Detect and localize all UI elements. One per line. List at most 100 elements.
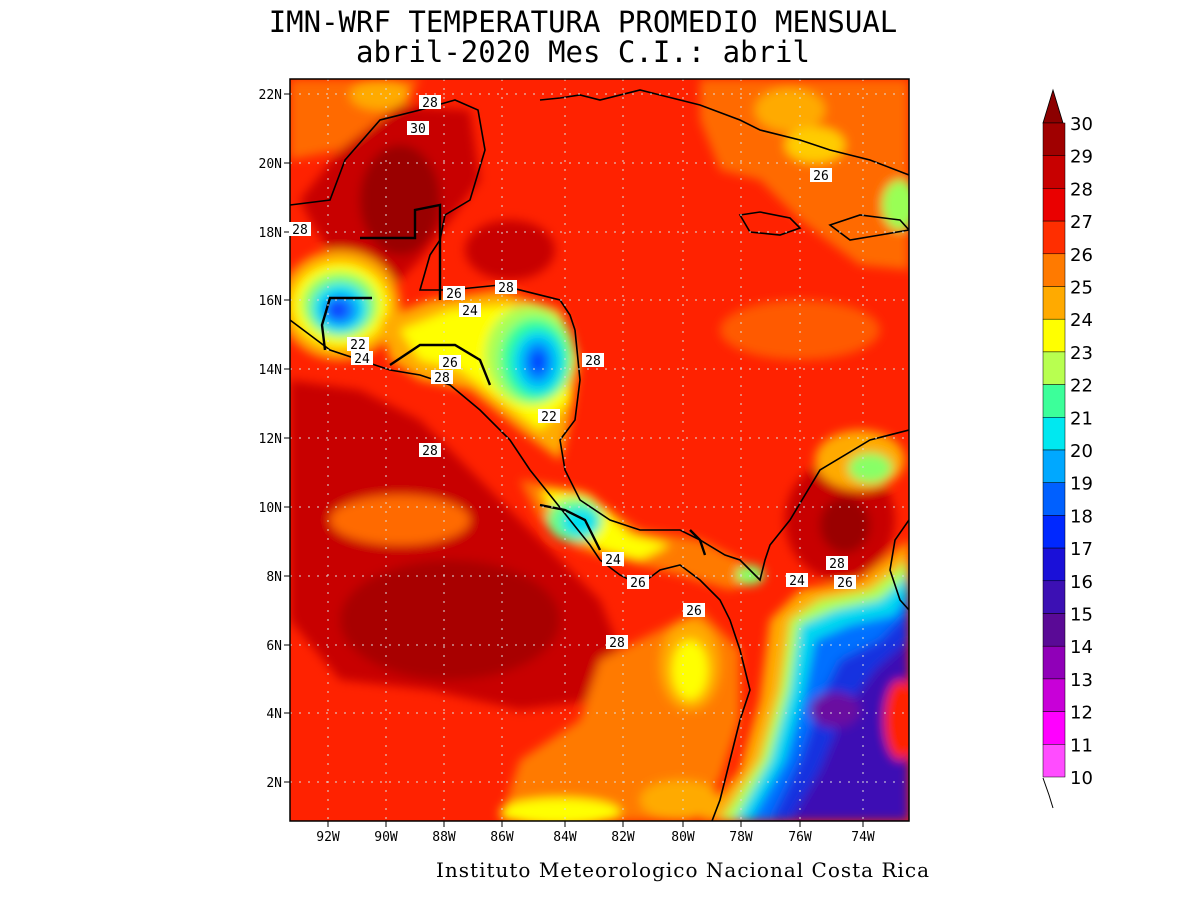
colorbar-swatch	[1042, 515, 1066, 549]
colorbar-label: 30	[1070, 114, 1093, 135]
colorbar-label: 23	[1070, 343, 1093, 364]
lon-label: 74W	[851, 830, 875, 845]
svg-text:24: 24	[605, 553, 621, 568]
contour-labels: 28 30 26 28 28 26 24 28 22 24 26 28 22 2…	[289, 95, 856, 651]
credit-text: Instituto Meteorologico Nacional Costa R…	[436, 858, 931, 882]
colorbar-swatch	[1042, 547, 1066, 582]
colorbar-swatch	[1042, 613, 1066, 647]
colorbar-label: 21	[1070, 408, 1093, 429]
lon-label: 84W	[553, 830, 577, 845]
lon-label: 88W	[432, 830, 456, 845]
colorbar-label: 22	[1070, 376, 1093, 397]
svg-text:26: 26	[837, 576, 853, 591]
svg-text:22: 22	[541, 410, 557, 425]
contour-label: 22	[538, 409, 560, 425]
svg-text:24: 24	[462, 304, 478, 319]
colorbar-label: 24	[1070, 310, 1093, 331]
contour-label: 24	[459, 303, 481, 319]
colorbar-swatch	[1042, 482, 1066, 516]
svg-text:28: 28	[498, 281, 514, 296]
colorbar-swatch	[1042, 384, 1066, 418]
colorbar-label: 11	[1070, 735, 1093, 756]
contour-label: 26	[834, 575, 856, 591]
colorbar-label: 17	[1070, 539, 1093, 560]
lon-label: 80W	[671, 830, 695, 845]
contour-label: 26	[443, 286, 465, 302]
contour-label: 24	[786, 573, 808, 589]
lat-label: 6N	[266, 639, 282, 654]
svg-text:28: 28	[434, 371, 450, 386]
colorbar-swatch	[1042, 744, 1066, 778]
contour-label: 22	[347, 337, 369, 353]
colorbar-label: 10	[1070, 768, 1093, 789]
colorbar-label: 29	[1070, 147, 1093, 168]
lon-label: 82W	[611, 830, 635, 845]
svg-text:26: 26	[630, 576, 646, 591]
colorbar-swatch	[1042, 122, 1066, 156]
colorbar-label: 13	[1070, 670, 1093, 691]
contour-label: 28	[431, 370, 453, 386]
svg-text:26: 26	[446, 287, 462, 302]
latitude-axis: 22N 20N 18N 16N 14N 12N 10N 8N 6N 4N 2N	[259, 88, 290, 791]
colorbar: 30 29 28 27 26 25 24 23 22 21 20 19 18 17 16 15 14 13 12 11…	[1042, 88, 1093, 809]
contour-label: 28	[289, 222, 311, 238]
temperature-field	[290, 79, 909, 821]
svg-text:28: 28	[422, 96, 438, 111]
colorbar-label: 16	[1070, 572, 1093, 593]
contour-label: 28	[495, 280, 517, 296]
svg-text:24: 24	[789, 574, 805, 589]
colorbar-label: 19	[1070, 474, 1093, 495]
lat-label: 22N	[259, 88, 282, 103]
lon-label: 90W	[374, 830, 398, 845]
colorbar-swatch	[1042, 286, 1066, 320]
colorbar-swatch	[1042, 155, 1066, 189]
colorbar-swatch	[1042, 645, 1066, 680]
contour-label: 26	[627, 575, 649, 591]
colorbar-label: 20	[1070, 441, 1093, 462]
contour-label: 26	[683, 603, 705, 619]
lon-label: 92W	[316, 830, 340, 845]
colorbar-swatch	[1042, 580, 1066, 614]
lat-label: 16N	[259, 294, 282, 309]
colorbar-label: 26	[1070, 245, 1093, 266]
colorbar-swatch	[1042, 711, 1066, 745]
colorbar-min-tail	[1042, 777, 1054, 809]
lat-label: 18N	[259, 226, 282, 241]
graticule	[290, 79, 909, 821]
contour-label: 24	[351, 351, 373, 367]
colorbar-swatch	[1042, 253, 1066, 287]
contour-label: 26	[810, 168, 832, 184]
lat-label: 20N	[259, 157, 282, 172]
colorbar-label: 12	[1070, 703, 1093, 724]
colorbar-label: 27	[1070, 212, 1093, 233]
colorbar-label: 14	[1070, 637, 1093, 658]
colorbar-label: 28	[1070, 179, 1093, 200]
contour-label: 30	[407, 121, 429, 137]
contour-label: 28	[419, 95, 441, 111]
colorbar-label: 18	[1070, 506, 1093, 527]
longitude-axis: 92W 90W 88W 86W 84W 82W 80W 78W 76W 74W	[316, 821, 875, 845]
lon-label: 78W	[729, 830, 753, 845]
svg-text:28: 28	[585, 354, 601, 369]
svg-text:28: 28	[292, 223, 308, 238]
map-subtitle: abril-2020 Mes C.I.: abril	[356, 35, 810, 69]
colorbar-swatch	[1042, 188, 1066, 222]
colorbar-swatch	[1042, 318, 1066, 353]
colorbar-label: 15	[1070, 605, 1093, 626]
lat-label: 8N	[266, 570, 282, 585]
colorbar-max-triangle	[1042, 88, 1064, 124]
lon-label: 86W	[490, 830, 514, 845]
colorbar-swatch	[1042, 351, 1066, 385]
svg-text:30: 30	[410, 122, 426, 137]
lat-label: 14N	[259, 363, 282, 378]
svg-text:26: 26	[442, 356, 458, 371]
lat-label: 12N	[259, 432, 282, 447]
svg-text:28: 28	[829, 557, 845, 572]
contour-label: 28	[582, 353, 604, 369]
lat-label: 10N	[259, 501, 282, 516]
map-frame	[289, 78, 910, 822]
contour-label: 28	[419, 443, 441, 459]
svg-text:28: 28	[422, 444, 438, 459]
lon-label: 76W	[788, 830, 812, 845]
